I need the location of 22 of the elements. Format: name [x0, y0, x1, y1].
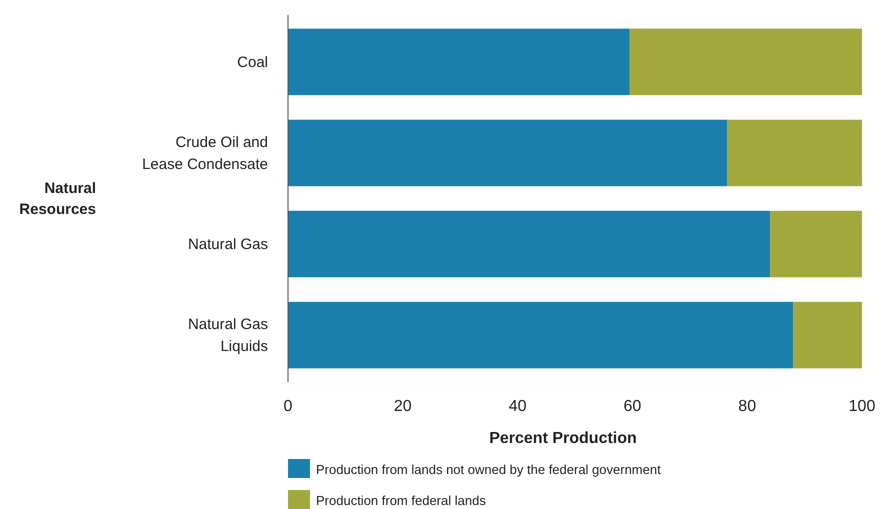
- x-axis-title: Percent Production: [489, 430, 637, 447]
- x-tick-label: 0: [284, 398, 293, 415]
- x-tick-label: 20: [394, 398, 412, 415]
- y-tick-label: Natural Gas Liquids: [188, 316, 268, 356]
- x-tick-label: 40: [508, 398, 527, 415]
- bar: [630, 28, 862, 96]
- x-tick-label: 100: [848, 398, 876, 415]
- bar: [288, 120, 728, 186]
- bar: [288, 210, 770, 278]
- legend-label: Production from lands not owned by the federal government: [316, 462, 662, 477]
- bar: [770, 210, 862, 278]
- y-axis-title: Natural Resources: [19, 180, 96, 218]
- x-tick-label: 60: [624, 398, 642, 415]
- legend-label: Production from federal lands: [316, 493, 486, 508]
- bar: [288, 28, 630, 96]
- bar: [288, 302, 794, 368]
- bar: [727, 120, 862, 186]
- y-tick-label: Natural Gas: [188, 236, 268, 254]
- y-tick-label: Crude Oil and Lease Condensate: [142, 134, 268, 173]
- y-tick-label: Coal: [237, 54, 268, 71]
- bar: [793, 302, 862, 368]
- x-tick-label: 80: [738, 398, 756, 415]
